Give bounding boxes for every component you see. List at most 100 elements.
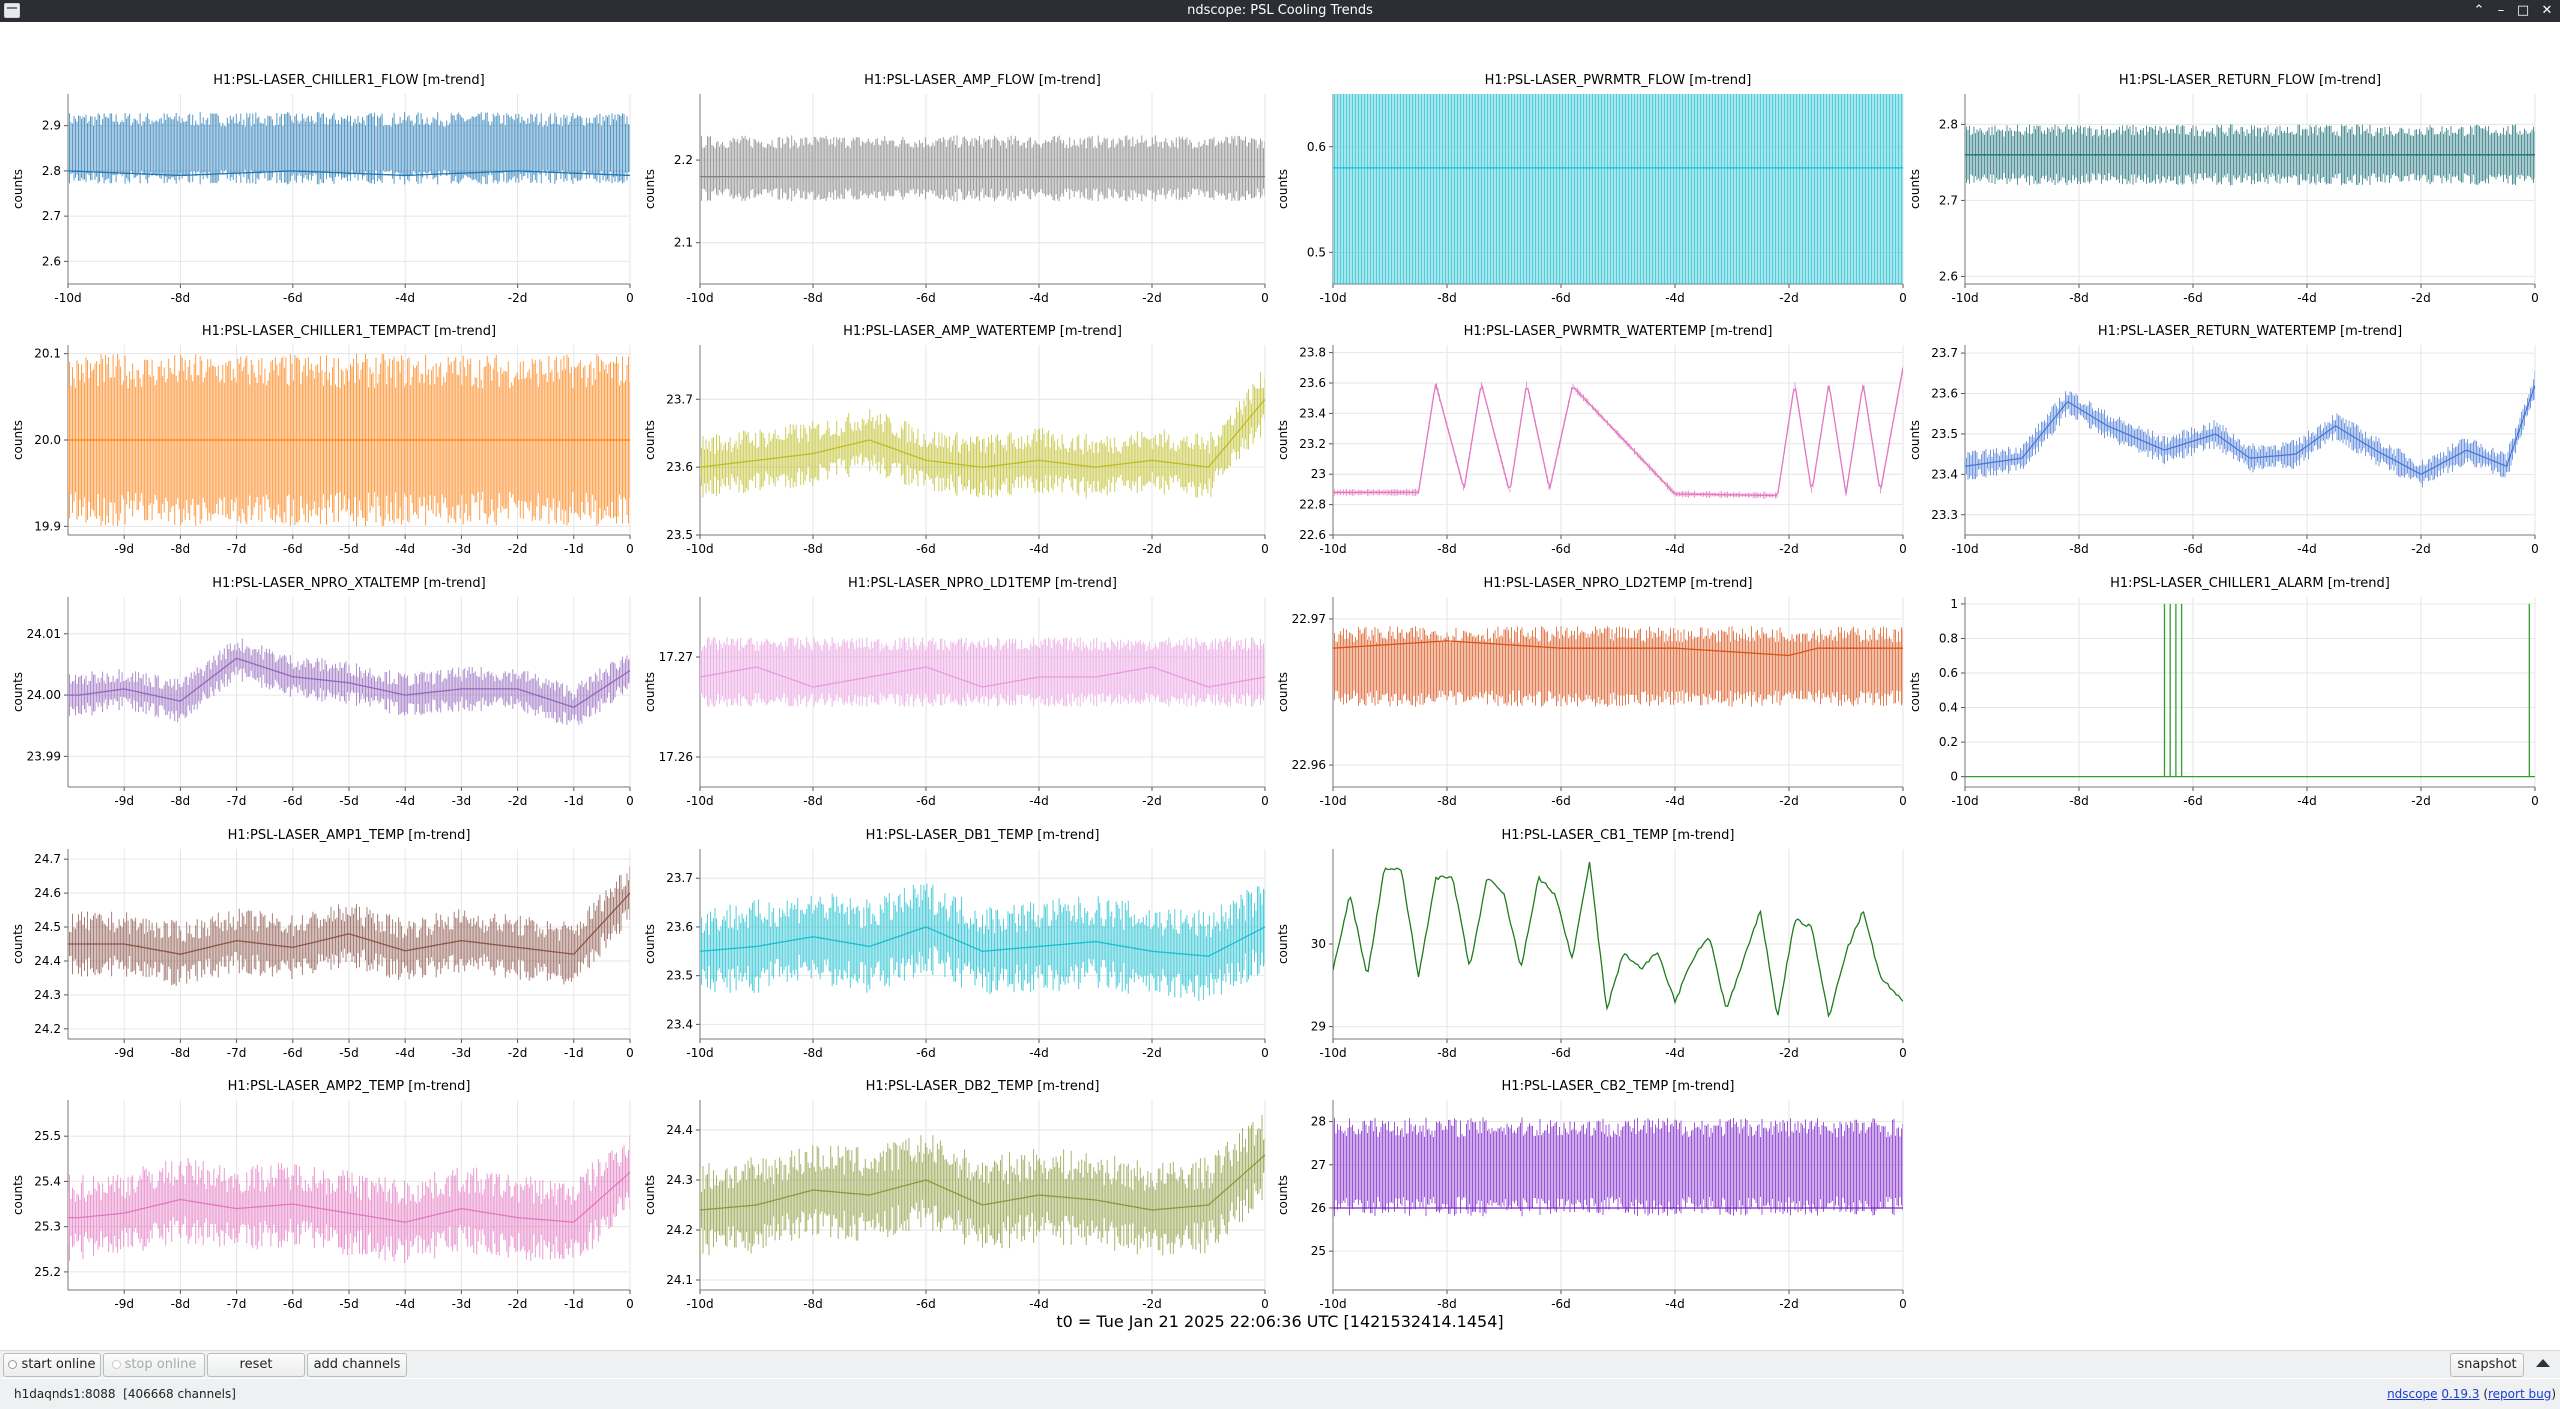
t0-label: t0 = Tue Jan 21 2025 22:06:36 UTC [14215…	[1056, 1312, 1504, 1331]
reset-button[interactable]: reset	[207, 1353, 305, 1377]
x-tick-label: -9d	[114, 1046, 134, 1060]
plot-panel[interactable]: H1:PSL-LASER_DB1_TEMP [m-trend] 23.4 23.5 2…	[643, 828, 1269, 1060]
x-tick-label: -3d	[452, 1046, 472, 1060]
plot-panel[interactable]: H1:PSL-LASER_PWRMTR_WATERTEMP [m-trend] 2…	[1276, 324, 1907, 556]
x-tick-label: -2d	[1779, 794, 1799, 808]
x-tick-label: -4d	[395, 1046, 415, 1060]
x-tick-label: -6d	[916, 794, 936, 808]
x-tick-label: -8d	[171, 1046, 191, 1060]
plot-panel[interactable]: H1:PSL-LASER_RETURN_WATERTEMP [m-trend] 2…	[1908, 324, 2539, 556]
x-tick-label: -4d	[1029, 794, 1049, 808]
data-layer	[700, 372, 1265, 499]
add-channels-button[interactable]: add channels	[307, 1353, 407, 1377]
y-tick-label: 25.3	[34, 1220, 61, 1234]
plot-panel[interactable]: H1:PSL-LASER_CHILLER1_FLOW [m-trend] 2.6 2…	[11, 73, 634, 305]
x-tick-label: -2d	[1142, 1297, 1162, 1311]
y-tick-label: 25.4	[34, 1174, 61, 1188]
plot-grid[interactable]: H1:PSL-LASER_CHILLER1_FLOW [m-trend] 2.6 2…	[0, 22, 2560, 1322]
x-tick-label: -5d	[339, 1046, 359, 1060]
x-tick-label: -4d	[395, 1297, 415, 1311]
radio-indicator-icon	[111, 1360, 121, 1369]
min-max-band	[68, 112, 630, 185]
x-tick-label: -6d	[2183, 794, 2203, 808]
y-axis-label: counts	[643, 169, 657, 209]
y-tick-label: 2.7	[42, 209, 61, 223]
version-link[interactable]: 0.19.3	[2441, 1387, 2480, 1401]
window-title: ndscope: PSL Cooling Trends	[1187, 3, 1373, 18]
x-tick-label: -1d	[564, 1046, 584, 1060]
plot-panel[interactable]: H1:PSL-LASER_CHILLER1_TEMPACT [m-trend] 1…	[11, 324, 634, 556]
y-tick-label: 2.9	[42, 119, 61, 133]
snapshot-button[interactable]: snapshot	[2450, 1353, 2524, 1377]
plot-panel[interactable]: H1:PSL-LASER_CB1_TEMP [m-trend] 29 30 -10d -…	[1276, 828, 1907, 1060]
x-tick-label: -6d	[283, 794, 303, 808]
plot-title: H1:PSL-LASER_RETURN_FLOW [m-trend]	[2119, 73, 2381, 88]
x-tick-label: -4d	[2297, 794, 2317, 808]
y-tick-label: 22.97	[1292, 612, 1326, 626]
x-tick-label: 0	[626, 1297, 634, 1311]
close-window-icon[interactable]: ✕	[2541, 3, 2553, 18]
x-tick-label: -4d	[1665, 1297, 1685, 1311]
x-tick-label: -4d	[1029, 1297, 1049, 1311]
y-tick-label: 26	[1311, 1201, 1326, 1215]
plot-panel[interactable]: H1:PSL-LASER_DB2_TEMP [m-trend] 24.1 24.2 2…	[643, 1079, 1269, 1311]
y-axis-label: counts	[1908, 169, 1922, 209]
plot-panel[interactable]: H1:PSL-LASER_AMP1_TEMP [m-trend] 24.2 24.3…	[11, 828, 634, 1060]
plot-panel[interactable]: H1:PSL-LASER_AMP_FLOW [m-trend] 2.1 2.2 -10…	[643, 73, 1269, 305]
start-online-button[interactable]: start online	[3, 1353, 101, 1377]
y-tick-label: 23.8	[1299, 346, 1326, 360]
y-axis-label: counts	[11, 672, 25, 712]
y-tick-label: 0.4	[1939, 701, 1958, 715]
x-tick-label: -6d	[916, 291, 936, 305]
plot-panel[interactable]: H1:PSL-LASER_NPRO_LD2TEMP [m-trend] 22.96…	[1276, 576, 1907, 808]
y-tick-label: 24.4	[34, 954, 61, 968]
minimize-window-icon[interactable]: –	[2497, 3, 2505, 18]
y-tick-label: 25	[1311, 1244, 1326, 1258]
plot-title: H1:PSL-LASER_AMP_FLOW [m-trend]	[864, 73, 1101, 88]
y-tick-label: 23	[1311, 467, 1326, 481]
y-tick-label: 23.4	[666, 1017, 693, 1031]
x-tick-label: -10d	[1951, 291, 1978, 305]
start-online-label: start online	[21, 1357, 96, 1372]
y-tick-label: 24.5	[34, 920, 61, 934]
plot-panel[interactable]: H1:PSL-LASER_NPRO_XTALTEMP [m-trend] 23.9…	[11, 576, 634, 808]
y-tick-label: 23.6	[1299, 376, 1326, 390]
x-tick-label: -6d	[1551, 291, 1571, 305]
x-tick-label: 0	[626, 794, 634, 808]
x-tick-label: -2d	[1779, 1297, 1799, 1311]
series-line	[700, 926, 1265, 957]
plot-title: H1:PSL-LASER_NPRO_LD2TEMP [m-trend]	[1484, 576, 1753, 591]
plot-panel[interactable]: H1:PSL-LASER_CHILLER1_ALARM [m-trend] 0 0.…	[1908, 576, 2539, 808]
report-bug-link[interactable]: report bug	[2488, 1387, 2552, 1401]
plot-panel[interactable]: H1:PSL-LASER_NPRO_LD1TEMP [m-trend] 17.26…	[643, 576, 1269, 808]
plot-panel[interactable]: H1:PSL-LASER_AMP_WATERTEMP [m-trend] 23.5…	[643, 324, 1269, 556]
x-tick-label: -6d	[1551, 1297, 1571, 1311]
collapse-panel-icon[interactable]	[2536, 1359, 2550, 1367]
y-axis-label: counts	[1276, 169, 1290, 209]
x-tick-label: 0	[1261, 794, 1269, 808]
data-layer	[1333, 1117, 1903, 1217]
x-tick-label: -6d	[1551, 542, 1571, 556]
plot-panel[interactable]: H1:PSL-LASER_PWRMTR_FLOW [m-trend] 0.5 0.6…	[1276, 22, 1907, 835]
plot-panel[interactable]: H1:PSL-LASER_CB2_TEMP [m-trend] 25 26 27 28 -…	[1276, 1079, 1907, 1311]
x-tick-label: -7d	[227, 1046, 247, 1060]
plot-panel[interactable]: H1:PSL-LASER_RETURN_FLOW [m-trend] 2.6 2.7…	[1908, 73, 2539, 305]
plot-area	[700, 94, 1265, 284]
x-tick-label: -4d	[395, 542, 415, 556]
plot-panel[interactable]: H1:PSL-LASER_AMP2_TEMP [m-trend] 25.2 25.3…	[11, 1079, 634, 1311]
x-tick-label: -4d	[1665, 542, 1685, 556]
x-tick-label: -6d	[283, 1297, 303, 1311]
plot-title: H1:PSL-LASER_AMP1_TEMP [m-trend]	[228, 828, 471, 843]
x-tick-label: -3d	[452, 1297, 472, 1311]
x-tick-label: -5d	[339, 794, 359, 808]
shade-window-icon[interactable]: ⌃	[2473, 3, 2485, 18]
x-tick-label: -2d	[508, 542, 528, 556]
x-tick-label: -4d	[1029, 1046, 1049, 1060]
maximize-window-icon[interactable]: □	[2516, 3, 2530, 18]
data-layer	[1965, 124, 2535, 186]
y-tick-label: 22.6	[1299, 528, 1326, 542]
x-tick-label: -6d	[283, 291, 303, 305]
ndscope-link[interactable]: ndscope	[2387, 1387, 2438, 1401]
plot-title: H1:PSL-LASER_CHILLER1_TEMPACT [m-trend]	[202, 324, 496, 339]
x-tick-label: -9d	[114, 794, 134, 808]
